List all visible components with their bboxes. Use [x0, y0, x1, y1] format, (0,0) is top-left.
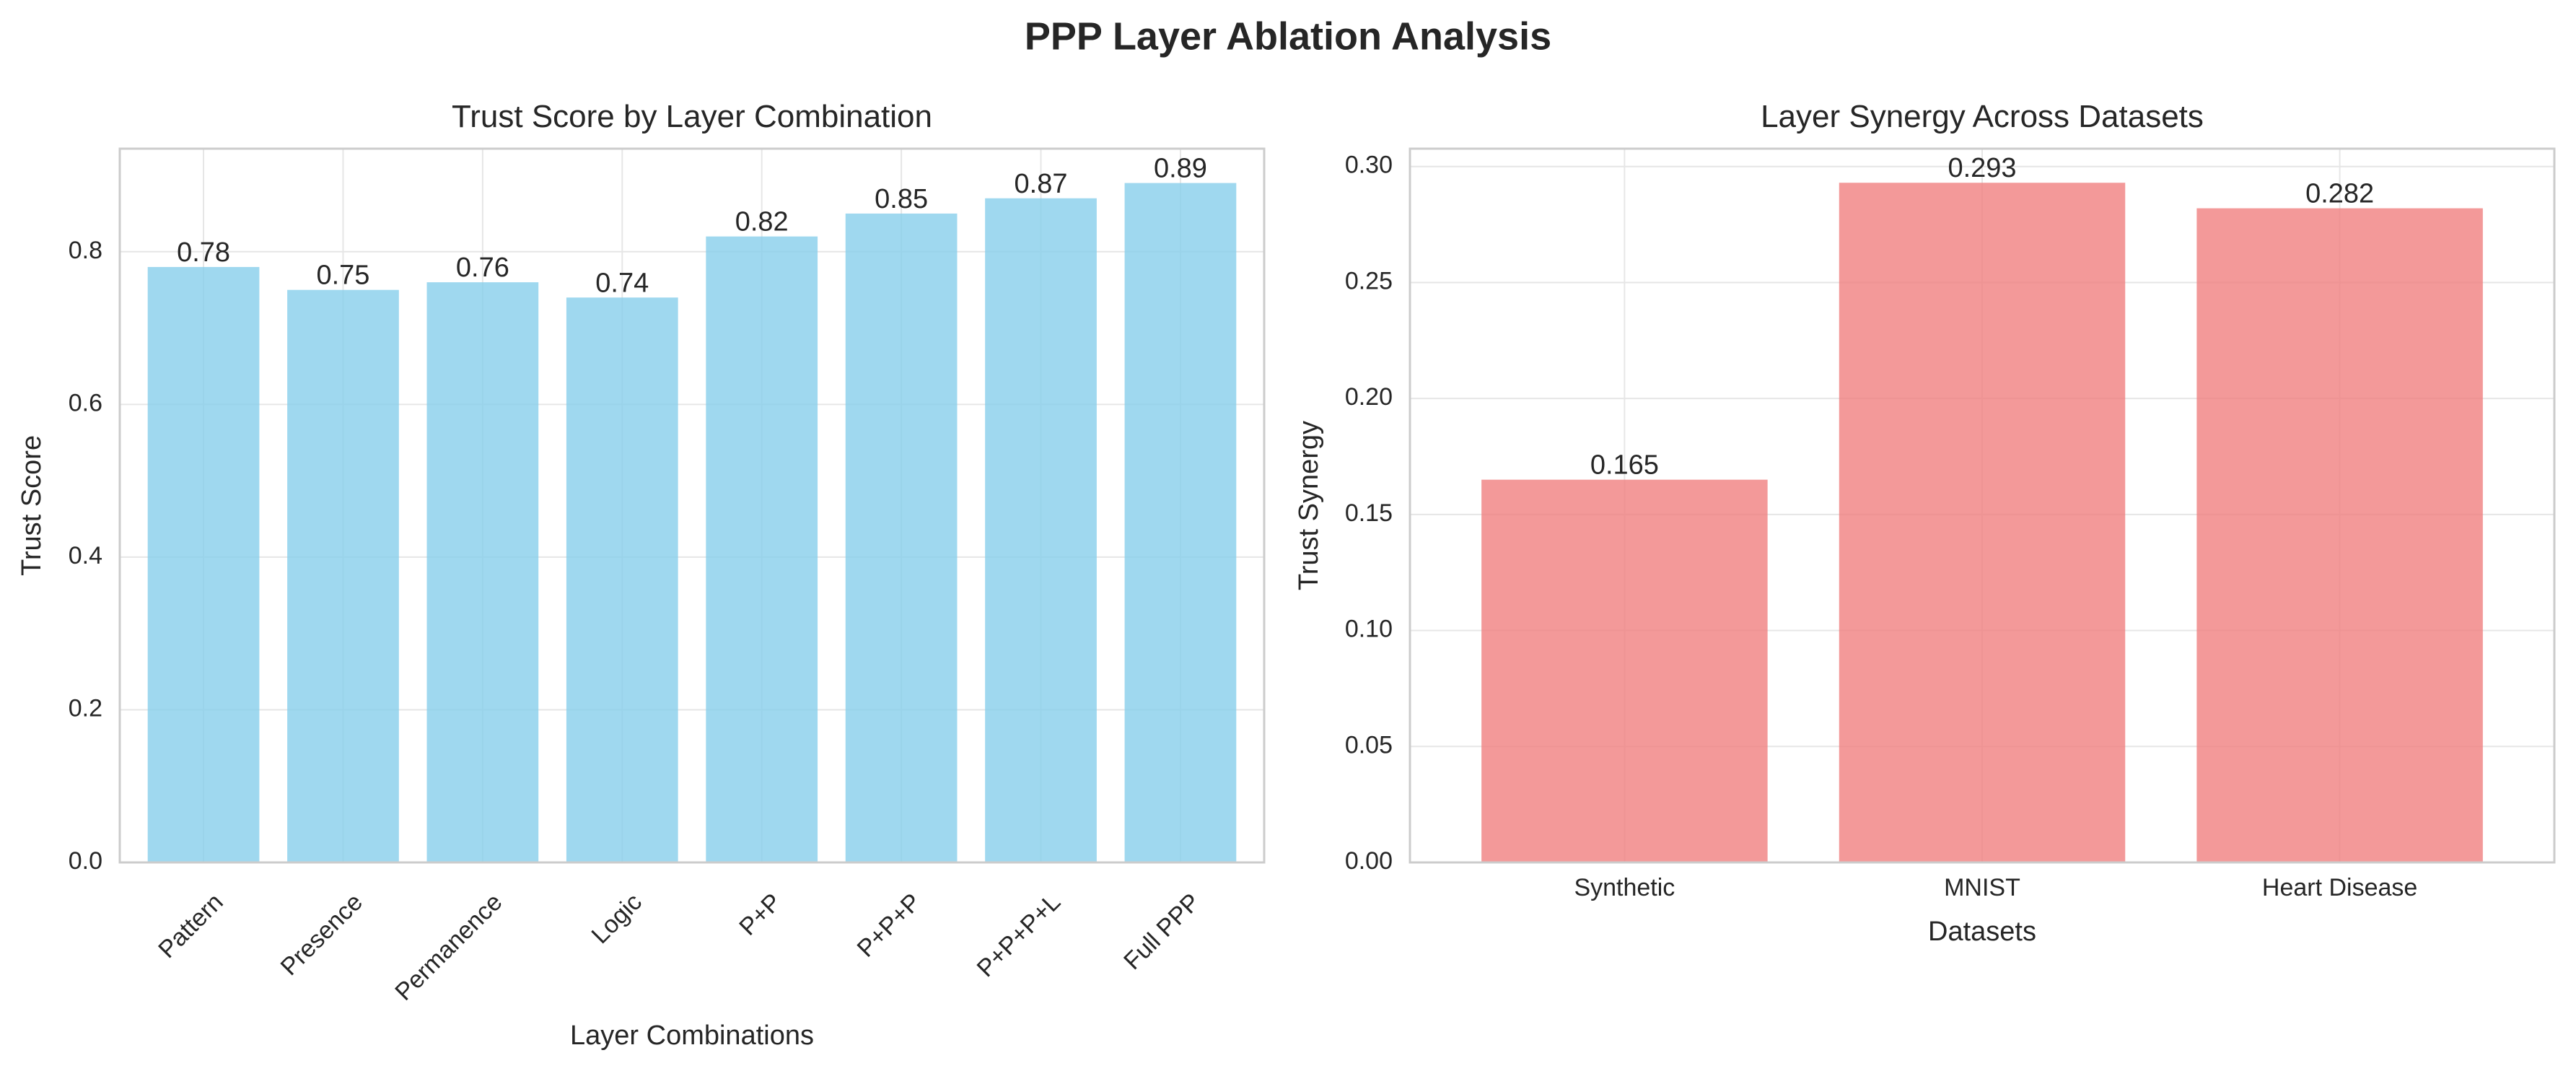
y-tick-label: 0.2: [69, 694, 102, 722]
bar: [1481, 479, 1768, 862]
y-tick-label: 0.20: [1345, 383, 1393, 411]
bar-value-label: 0.85: [875, 184, 928, 214]
bar-value-label: 0.76: [456, 253, 509, 283]
chart-title: Layer Synergy Across Datasets: [1761, 99, 2204, 134]
bar: [147, 266, 260, 862]
bar-value-label: 0.282: [2305, 179, 2374, 209]
bar-value-label: 0.87: [1015, 169, 1068, 199]
y-tick-label: 0.0: [69, 847, 102, 875]
y-tick-label: 0.10: [1345, 616, 1393, 643]
bar-value-label: 0.74: [595, 268, 649, 298]
bar: [706, 236, 818, 862]
x-tick-label: Heart Disease: [2262, 874, 2417, 901]
trust-synergy-chart: 0.165 0.293 0.282 0.00 0.05 0.10 0.15 0.20 0.25 0…: [1294, 99, 2556, 947]
bar-value-label: 0.78: [177, 237, 230, 268]
x-tick-label: P+P+P+L: [972, 888, 1066, 982]
bar: [566, 297, 678, 862]
y-tick-label: 0.05: [1345, 731, 1393, 759]
y-tick-label: 0.8: [69, 237, 102, 264]
bar: [1124, 183, 1237, 862]
y-axis-label: Trust Synergy: [1294, 421, 1324, 590]
x-tick-label: Presence: [276, 888, 368, 981]
x-tick-label: P+P+P: [852, 888, 926, 963]
figure-title: PPP Layer Ablation Analysis: [1025, 14, 1551, 58]
x-tick-label: Permanence: [390, 888, 507, 1006]
bar: [426, 282, 539, 863]
y-tick-label: 0.15: [1345, 499, 1393, 527]
axes-frame: [118, 147, 1266, 864]
x-axis-label: Datasets: [1928, 917, 2036, 947]
y-tick-label: 0.4: [69, 542, 102, 569]
y-tick-label: 0.30: [1345, 152, 1393, 179]
y-tick-label: 0.6: [69, 389, 102, 416]
x-axis-label: Layer Combinations: [570, 1020, 814, 1051]
y-tick-label: 0.00: [1345, 847, 1393, 875]
trust-score-chart: 0.78 0.75 0.76 0.74 0.82 0.85 0.87 0.89 0.0 0.2 0.…: [17, 99, 1266, 1051]
x-tick-label: Full PPP: [1118, 888, 1205, 975]
x-tick-label: MNIST: [1944, 874, 2020, 901]
bar: [1839, 183, 2126, 862]
x-tick-label: Pattern: [153, 888, 228, 963]
bar: [845, 213, 958, 863]
y-axis-label: Trust Score: [17, 435, 47, 576]
x-tick-label: Logic: [587, 888, 647, 949]
x-tick-label: P+P: [734, 888, 787, 941]
bar-value-label: 0.293: [1948, 153, 2016, 183]
y-tick-label: 0.25: [1345, 267, 1393, 294]
axes-frame: [1409, 147, 2556, 864]
bar-value-label: 0.165: [1590, 450, 1659, 481]
bar: [2196, 208, 2483, 863]
bar-value-label: 0.89: [1154, 154, 1207, 184]
bar-value-label: 0.75: [316, 261, 369, 291]
chart-title: Trust Score by Layer Combination: [452, 99, 932, 134]
bar: [287, 289, 399, 863]
bar-value-label: 0.82: [735, 207, 789, 237]
x-tick-label: Synthetic: [1574, 874, 1675, 901]
bar: [985, 198, 1097, 862]
